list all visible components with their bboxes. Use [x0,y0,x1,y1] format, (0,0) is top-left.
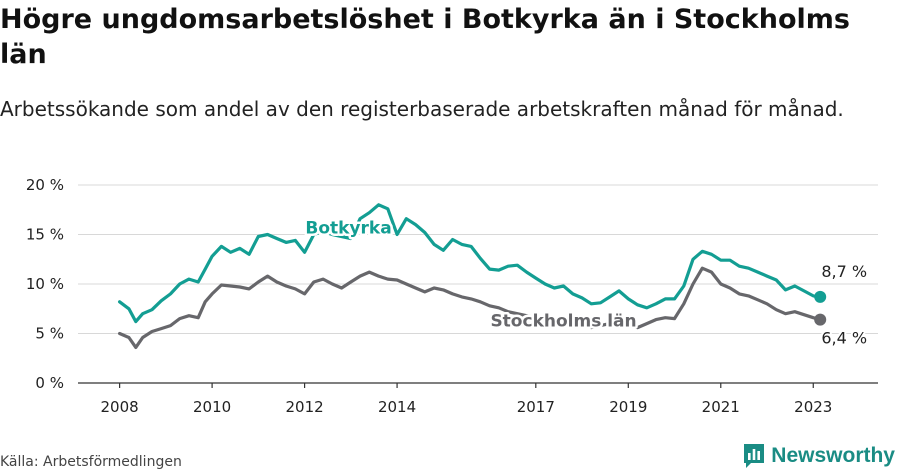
stockholm-series-label: Stockholms län [490,312,636,332]
newsworthy-logo[interactable]: Newsworthy [743,443,895,469]
x-tick-label: 2023 [794,398,832,416]
y-tick-label: 20 % [26,176,64,194]
y-tick-label: 15 % [26,226,64,244]
source-note: Källa: Arbetsförmedlingen [0,454,182,470]
label-layer: Botkyrka Stockholms län 8,7 % 6,4 % [303,216,869,350]
series-line-stockholm [118,266,822,349]
botkyrka-series-label: Botkyrka [305,219,391,239]
stockholm-end-label: 6,4 % [821,329,867,348]
x-tick-label: 2014 [378,398,416,416]
chart-title: Högre ungdomsarbetslöshet i Botkyrka än … [0,4,850,70]
x-tick-label: 2012 [285,398,323,416]
series-end-marker [814,313,827,326]
axis-layer: 0 % 5 % 10 % 15 % 20 % 2008 2010 2012 2014 2017 20… [26,176,878,416]
x-tick-label: 2019 [609,398,647,416]
y-tick-label: 5 % [35,325,64,343]
series-line-botkyrka [118,203,822,324]
grid-layer [78,184,878,334]
y-tick-label: 0 % [35,374,64,392]
series-end-marker [814,290,827,303]
botkyrka-end-label: 8,7 % [821,262,867,281]
x-tick-label: 2010 [193,398,231,416]
y-tick-label: 10 % [26,275,64,293]
brand-name: Newsworthy [771,444,895,467]
bar-chart-logo-icon [744,444,765,468]
x-tick-label: 2008 [101,398,139,416]
chart-subtitle: Arbetssökande som andel av den registerb… [0,97,844,121]
series-layer [118,203,827,349]
x-tick-label: 2021 [702,398,740,416]
line-chart: 0 % 5 % 10 % 15 % 20 % 2008 2010 2012 2014 2017 20… [26,176,878,416]
x-tick-label: 2017 [517,398,555,416]
